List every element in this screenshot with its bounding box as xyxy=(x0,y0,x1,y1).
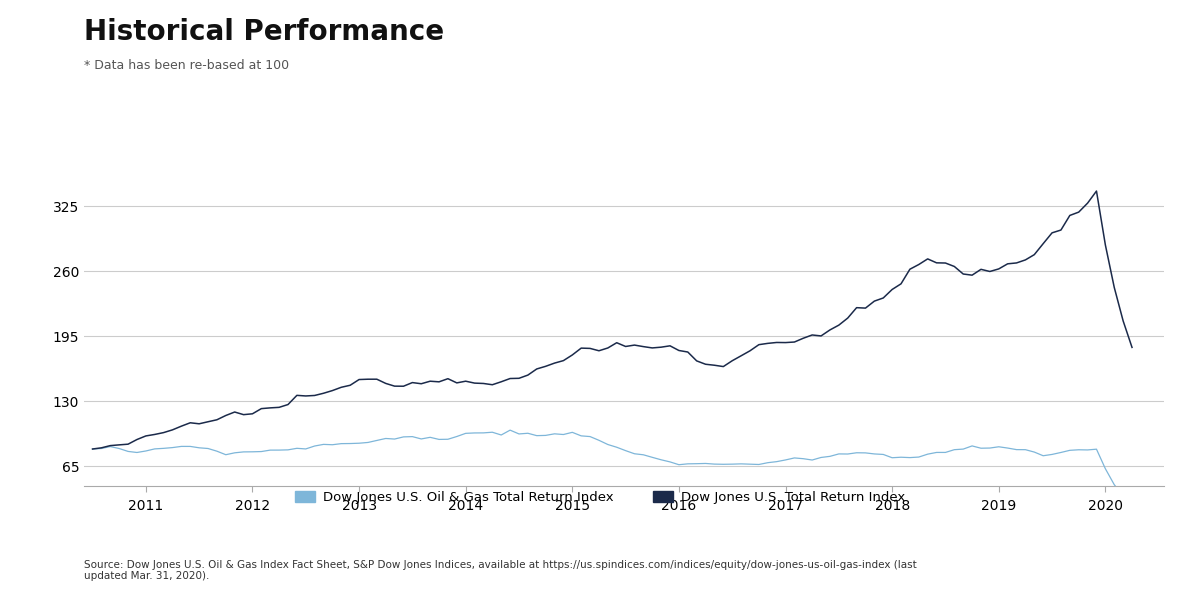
Legend: Dow Jones U.S. Oil & Gas Total Return Index, Dow Jones U.S. Total Return Index: Dow Jones U.S. Oil & Gas Total Return In… xyxy=(289,485,911,509)
Text: Historical Performance: Historical Performance xyxy=(84,18,444,46)
Text: Source: Dow Jones U.S. Oil & Gas Index Fact Sheet, S&P Dow Jones Indices, availa: Source: Dow Jones U.S. Oil & Gas Index F… xyxy=(84,560,917,581)
Text: * Data has been re-based at 100: * Data has been re-based at 100 xyxy=(84,59,289,72)
